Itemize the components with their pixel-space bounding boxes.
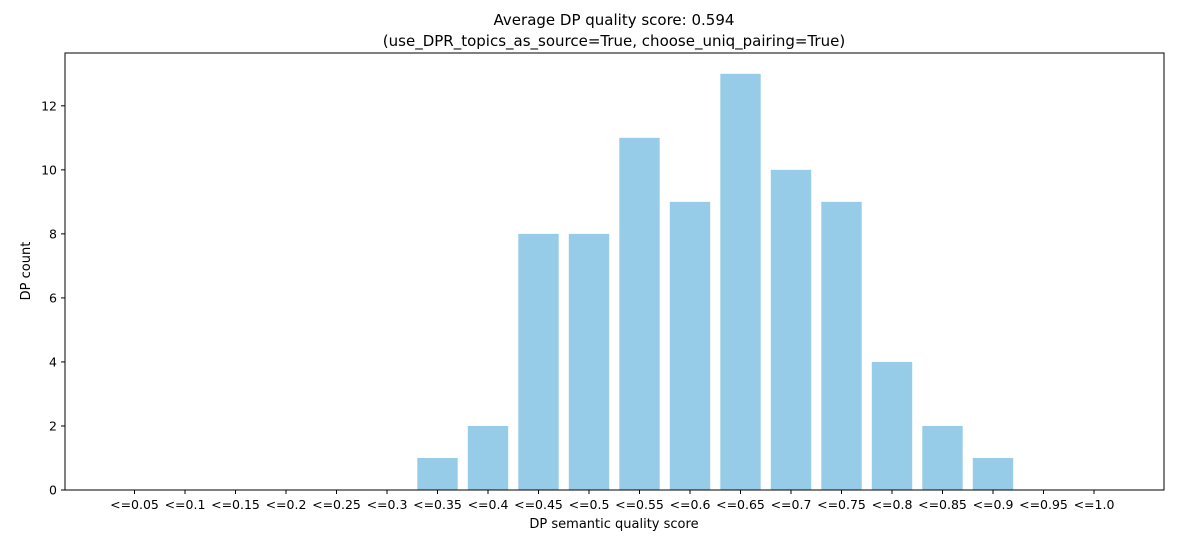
plot-frame	[64, 52, 1165, 491]
chart-title-line-1: Average DP quality score: 0.594	[494, 11, 735, 29]
bar	[518, 233, 559, 490]
x-tick-label: <=0.45	[514, 497, 563, 512]
y-axis-label: DP count	[19, 242, 34, 301]
x-tick-label: <=0.65	[716, 497, 765, 512]
x-tick-label: <=0.6	[670, 497, 711, 512]
bar	[871, 361, 913, 490]
bar	[467, 425, 509, 490]
bar	[568, 233, 610, 490]
bar	[619, 137, 660, 491]
bar	[720, 73, 761, 491]
x-axis-label: DP semantic quality score	[529, 517, 698, 532]
x-tick-label: <=1.0	[1074, 497, 1115, 512]
y-tick-label: 12	[41, 98, 57, 113]
bar	[417, 457, 458, 490]
x-tick-label: <=0.3	[367, 497, 408, 512]
bar	[922, 425, 963, 490]
chart-title-line-2: (use_DPR_topics_as_source=True, choose_u…	[383, 32, 845, 51]
x-tick-label: <=0.1	[165, 497, 206, 512]
y-tick-label: 10	[41, 162, 57, 177]
y-axis-ticks: 0 2 4 6 8 10 12	[41, 98, 65, 498]
x-tick-label: <=0.7	[771, 497, 812, 512]
x-tick-label: <=0.05	[110, 497, 159, 512]
bars-group	[417, 73, 1014, 491]
x-axis-ticks: <=0.05 <=0.1 <=0.15 <=0.2 <=0.25 <=0.3 <=0.35 <…	[110, 490, 1114, 512]
x-tick-label: <=0.4	[468, 497, 509, 512]
y-tick-label: 2	[49, 418, 57, 433]
x-tick-label: <=0.8	[872, 497, 913, 512]
x-tick-label: <=0.35	[413, 497, 462, 512]
x-tick-label: <=0.75	[817, 497, 866, 512]
x-tick-label: <=0.9	[973, 497, 1014, 512]
bar	[972, 457, 1014, 490]
y-tick-label: 6	[49, 290, 57, 305]
x-tick-label: <=0.15	[211, 497, 260, 512]
y-tick-label: 4	[49, 354, 57, 369]
x-tick-label: <=0.25	[312, 497, 361, 512]
x-tick-label: <=0.85	[918, 497, 967, 512]
bar	[821, 201, 862, 490]
y-tick-label: 0	[49, 483, 57, 498]
bar	[669, 201, 711, 490]
x-tick-label: <=0.55	[615, 497, 664, 512]
y-tick-label: 8	[49, 226, 57, 241]
x-tick-label: <=0.5	[569, 497, 610, 512]
x-tick-label: <=0.95	[1019, 497, 1068, 512]
x-tick-label: <=0.2	[266, 497, 307, 512]
bar	[770, 169, 812, 490]
